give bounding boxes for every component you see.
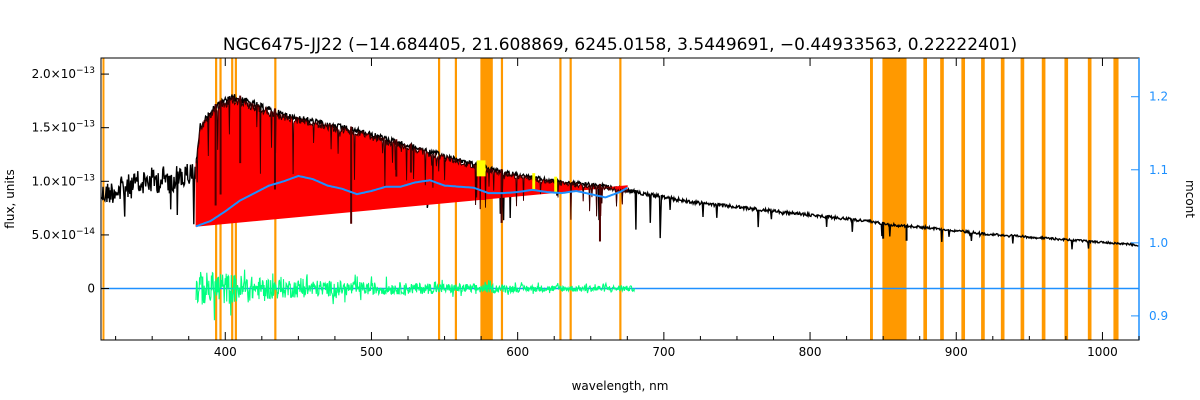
right-y-tick-label: 0.9 bbox=[1149, 309, 1168, 323]
right-y-axis-ticks: 0.9 1.0 1.1 1.2 bbox=[1131, 90, 1168, 323]
masked-band bbox=[1087, 58, 1092, 340]
masked-band bbox=[961, 58, 966, 340]
x-axis-label: wavelength, nm bbox=[572, 379, 669, 393]
masked-band bbox=[619, 58, 622, 340]
masked-band bbox=[1113, 58, 1119, 340]
masked-band bbox=[981, 58, 985, 340]
highlight-segment bbox=[554, 176, 558, 193]
highlight-segment bbox=[476, 160, 486, 177]
right-y-tick-label: 1.0 bbox=[1149, 236, 1168, 250]
masked-band bbox=[1020, 58, 1025, 340]
residual-line bbox=[195, 269, 636, 321]
y-tick-label: 1.0×10−13 bbox=[32, 173, 95, 188]
x-tick-label: 500 bbox=[360, 345, 383, 359]
y-tick-label: 5.0×10−14 bbox=[32, 227, 96, 242]
continuum-line bbox=[195, 174, 628, 228]
x-axis-ticks: 400 500 600 700 800 900 1000 bbox=[115, 58, 1140, 359]
right-y-axis-label: mcont bbox=[1183, 180, 1197, 218]
x-tick-label: 600 bbox=[506, 345, 529, 359]
masked-band bbox=[559, 58, 562, 340]
x-tick-label: 700 bbox=[652, 345, 675, 359]
right-y-tick-label: 1.2 bbox=[1149, 90, 1168, 104]
y-tick-label: 0 bbox=[87, 282, 95, 296]
masked-band bbox=[1064, 58, 1069, 340]
masked-band bbox=[923, 58, 928, 340]
x-tick-label: 400 bbox=[214, 345, 237, 359]
x-tick-label: 1000 bbox=[1087, 345, 1118, 359]
y-axis-ticks: 0 5.0×10−14 1.0×10−13 1.5×10−13 2.0×10−13 bbox=[32, 66, 109, 296]
chart-title: NGC6475-JJ22 (−14.684405, 21.608869, 624… bbox=[223, 35, 1017, 55]
masked-band bbox=[940, 58, 944, 340]
masked-band bbox=[869, 58, 873, 340]
highlight-segment bbox=[532, 173, 536, 190]
right-y-tick-label: 1.1 bbox=[1149, 163, 1168, 177]
series-layer bbox=[101, 94, 1139, 321]
y-tick-label: 1.5×10−13 bbox=[32, 120, 95, 135]
y-tick-label: 2.0×10−13 bbox=[32, 66, 95, 81]
masked-band bbox=[1000, 58, 1005, 340]
y-axis-label: flux, units bbox=[3, 169, 17, 228]
masked-band bbox=[1041, 58, 1046, 340]
x-tick-label: 900 bbox=[945, 345, 968, 359]
x-tick-label: 800 bbox=[799, 345, 822, 359]
masked-band bbox=[882, 58, 907, 340]
